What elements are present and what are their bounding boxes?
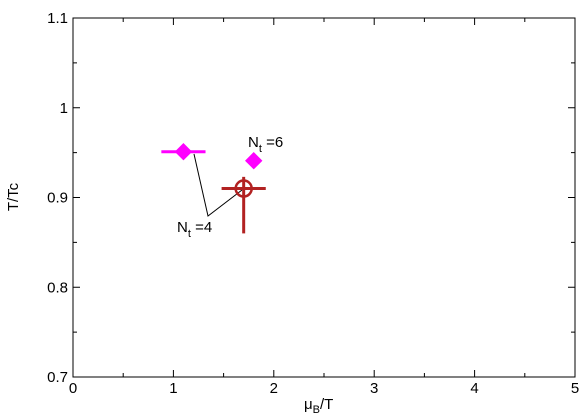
data-point-diamond (174, 143, 193, 161)
x-tick-label: 4 (470, 380, 478, 397)
plot-area (72, 17, 576, 378)
y-tick-label: 0.9 (47, 190, 68, 207)
y-tick-label: 0.8 (47, 279, 68, 296)
annotation-nt4-tail: =4 (191, 219, 212, 236)
annotation-nt4-sub: t (188, 228, 191, 240)
data-point-circle (234, 179, 253, 198)
x-axis-label-main: μ (304, 396, 313, 413)
y-tick-labels: 0.7 0.8 0.9 1 1.1 (47, 10, 68, 386)
annotation-nt6: Nt =6 (248, 134, 283, 155)
annotation-nt6-tail: =6 (262, 134, 283, 151)
y-tick-label: 1 (60, 100, 68, 117)
x-tick-label: 1 (169, 380, 177, 397)
y-tick-label: 0.7 (47, 369, 68, 386)
annotation-nt6-main: N (248, 134, 259, 151)
axis-ticks (72, 17, 576, 378)
annotation-nt4-main: N (177, 219, 188, 236)
x-tick-label: 0 (69, 380, 77, 397)
y-tick-label: 1.1 (47, 10, 68, 27)
x-tick-labels: 0 1 2 3 4 5 (69, 380, 579, 397)
y-axis-label: T/Tc (5, 182, 22, 211)
x-axis-label-sub: B (313, 404, 320, 414)
x-tick-label: 2 (270, 380, 278, 397)
x-axis-label-tail: /T (320, 396, 333, 413)
annotation-nt4: Nt =4 (177, 219, 212, 240)
data-markers (161, 143, 266, 234)
annotation-nt6-sub: t (259, 143, 262, 155)
annotation-leader-line (193, 153, 243, 217)
x-tick-label: 5 (571, 380, 579, 397)
data-point-diamond (245, 151, 263, 170)
x-tick-label: 3 (370, 380, 378, 397)
x-axis-label: μB/T (304, 396, 333, 414)
